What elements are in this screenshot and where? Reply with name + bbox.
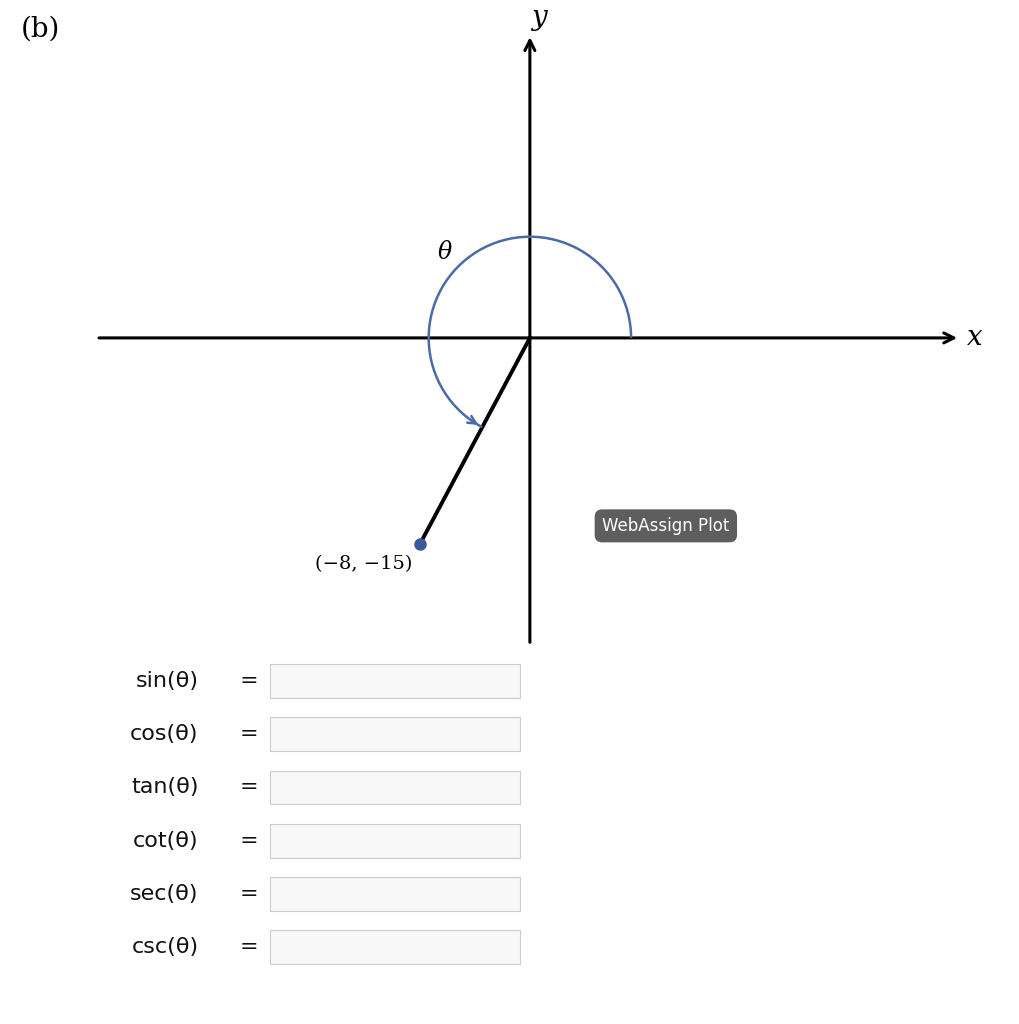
Text: csc(θ): csc(θ) [131,937,199,957]
Text: (−8, −15): (−8, −15) [316,555,413,572]
Text: tan(θ): tan(θ) [131,777,199,798]
Text: cos(θ): cos(θ) [130,724,199,744]
Text: =: = [239,884,258,904]
Text: x: x [967,325,982,351]
Text: (b): (b) [20,15,60,42]
Text: y: y [531,4,547,31]
Text: =: = [239,937,258,957]
Text: WebAssign Plot: WebAssign Plot [602,517,730,535]
Text: =: = [239,830,258,851]
Text: =: = [239,777,258,798]
Text: sin(θ): sin(θ) [136,671,199,691]
Text: =: = [239,724,258,744]
Text: cot(θ): cot(θ) [133,830,199,851]
Text: =: = [239,671,258,691]
Text: θ: θ [437,241,451,264]
Text: sec(θ): sec(θ) [130,884,199,904]
